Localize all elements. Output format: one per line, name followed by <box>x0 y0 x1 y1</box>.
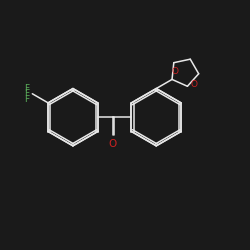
Text: F: F <box>24 84 29 92</box>
Text: O: O <box>190 80 198 90</box>
Text: O: O <box>172 66 178 76</box>
Text: O: O <box>109 139 117 149</box>
Text: F: F <box>24 89 29 98</box>
Text: F: F <box>24 95 29 104</box>
